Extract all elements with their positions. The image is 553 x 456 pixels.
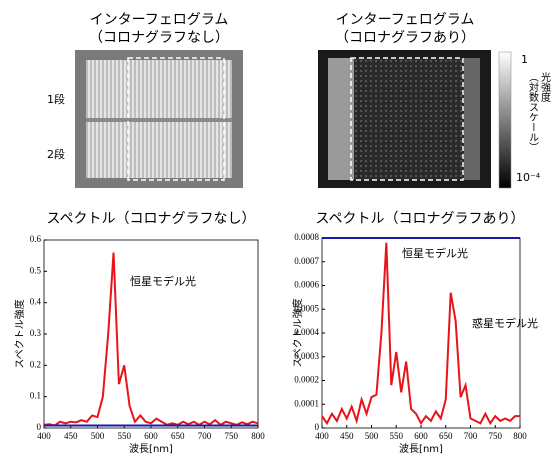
y-tick-label: 0.0004 [294,327,319,337]
y-tick-label: 0.2 [30,359,41,369]
chart-title: スペクトル（コロナグラフあり） [315,211,524,227]
x-tick-label: 500 [91,431,105,441]
image-title: インターフェログラム [90,12,229,28]
x-tick-label: 600 [414,431,428,441]
spectrum-line [322,243,520,424]
x-axis-label: 波長[nm] [399,442,443,455]
figure: インターフェログラム （コロナグラフなし） 1段 2段 インターフェログラム （… [0,0,553,456]
y-axis-label: スペクトル強度 [13,299,26,368]
x-tick-label: 500 [365,431,379,441]
image-title: （コロナグラフあり） [335,30,475,46]
x-tick-label: 400 [37,431,51,441]
interferogram-left [75,50,243,188]
colorbar-label: 光強度 [539,71,551,103]
y-tick-label: 0.6 [30,234,42,244]
y-tick-label: 0.0005 [294,303,319,313]
y-tick-label: 0.0006 [294,280,319,290]
plot-frame [322,238,520,428]
colorbar [499,52,511,188]
y-tick-label: 0 [37,422,42,432]
row-label: 2段 [47,147,65,161]
x-tick-label: 550 [118,431,132,441]
y-tick-label: 0.5 [30,265,42,275]
x-tick-label: 650 [439,431,453,441]
y-tick-label: 0.4 [30,297,42,307]
plot-frame [44,240,258,428]
x-tick-label: 800 [513,431,527,441]
x-tick-label: 550 [390,431,404,441]
x-tick-label: 700 [198,431,212,441]
row-label: 1段 [47,92,65,106]
x-tick-label: 650 [171,431,185,441]
page: { "images": [ {"title": ["インターフェログラム", "… [0,0,553,456]
annotation: 恒星モデル光 [130,274,196,288]
x-tick-label: 450 [340,431,354,441]
interferogram-right [318,50,491,188]
y-tick-label: 0.0001 [294,398,319,408]
x-tick-label: 800 [251,431,265,441]
x-tick-label: 700 [464,431,478,441]
colorbar-label: （対数スケール） [527,72,539,152]
x-tick-label: 750 [489,431,503,441]
x-tick-label: 600 [144,431,158,441]
y-tick-label: 0.0007 [294,256,319,266]
y-tick-label: 0.3 [30,328,42,338]
y-tick-label: 0.0008 [294,232,319,242]
y-tick-label: 0.0003 [294,351,319,361]
annotation: 惑星モデル光 [472,316,538,330]
x-axis-label: 波長[nm] [129,442,173,455]
x-tick-label: 400 [315,431,329,441]
annotation: 恒星モデル光 [402,246,468,260]
y-tick-label: 0 [315,422,320,432]
image-title: インターフェログラム [336,12,475,28]
x-tick-label: 750 [225,431,239,441]
chart-title: スペクトル（コロナグラフなし） [46,211,255,227]
colorbar-tick: 10⁻⁴ [516,171,541,184]
y-tick-label: 0.1 [30,391,41,401]
x-tick-label: 450 [64,431,78,441]
y-tick-label: 0.0002 [294,375,319,385]
colorbar-tick: 1 [521,53,528,66]
image-title: （コロナグラフなし） [89,30,229,46]
